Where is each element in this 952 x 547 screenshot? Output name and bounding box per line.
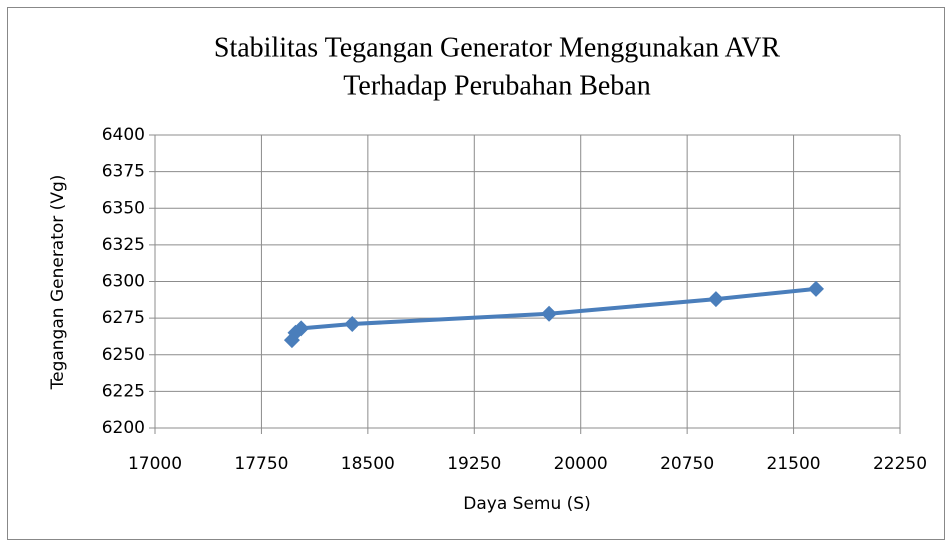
y-tick-label: 6300 <box>102 272 145 292</box>
x-tick-label: 21500 <box>767 454 821 474</box>
data-marker <box>344 315 361 332</box>
x-tick-label: 17750 <box>234 454 288 474</box>
x-axis-label: Daya Semu (S) <box>463 494 590 514</box>
x-tick-label: 20000 <box>554 454 608 474</box>
y-tick-label: 6325 <box>102 235 145 255</box>
x-tick-label: 18500 <box>341 454 395 474</box>
y-tick-label: 6375 <box>102 162 145 182</box>
data-marker <box>293 320 310 337</box>
y-tick-label: 6200 <box>102 418 145 438</box>
y-tick-label: 6250 <box>102 345 145 365</box>
data-marker <box>807 280 824 297</box>
y-tick-label: 6350 <box>102 198 145 218</box>
x-tick-label: 19250 <box>447 454 501 474</box>
chart-title: Terhadap Perubahan Beban <box>343 70 650 101</box>
x-tick-label: 17000 <box>128 454 182 474</box>
y-tick-label: 6275 <box>102 308 145 328</box>
y-tick-label: 6400 <box>102 125 145 145</box>
y-tick-label: 6225 <box>102 381 145 401</box>
x-tick-label: 22250 <box>873 454 927 474</box>
chart-title: Stabilitas Tegangan Generator Menggunaka… <box>214 32 781 63</box>
data-marker <box>707 291 724 308</box>
x-tick-label: 20750 <box>660 454 714 474</box>
chart-frame <box>7 7 945 540</box>
data-marker <box>541 305 558 322</box>
y-axis-label: Tegangan Generator (Vg) <box>48 175 68 391</box>
